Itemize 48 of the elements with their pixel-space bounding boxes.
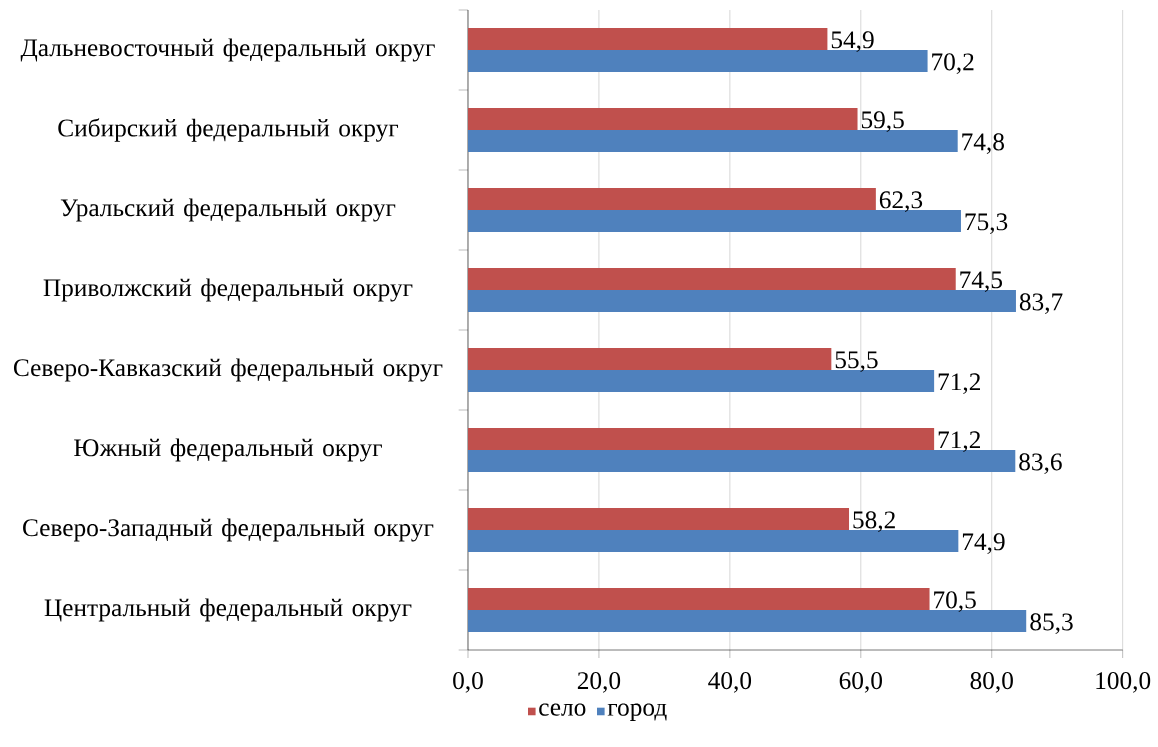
data-label: 74,8 bbox=[962, 133, 1004, 155]
bar bbox=[468, 290, 1016, 313]
data-label: 70,2 bbox=[932, 53, 974, 75]
y-tick-label: Северо-Западный федеральный округ bbox=[23, 518, 434, 542]
y-tick-label: Северо-Кавказский федеральный округ bbox=[13, 358, 443, 382]
legend-label: село bbox=[539, 703, 586, 716]
data-label: 74,5 bbox=[960, 271, 1002, 292]
y-tick-label: Уральский федеральный округ bbox=[60, 198, 396, 222]
x-tick-label: 0,0 bbox=[453, 672, 483, 693]
bar bbox=[468, 588, 930, 611]
y-tick-label: Приволжский федеральный округ bbox=[43, 278, 413, 302]
bar bbox=[468, 508, 850, 531]
data-label: 83,6 bbox=[1019, 453, 1062, 475]
legend-label: город bbox=[607, 703, 667, 721]
bar bbox=[468, 530, 959, 553]
data-label: 74,9 bbox=[962, 533, 1005, 554]
data-label: 75,3 bbox=[965, 213, 1008, 235]
data-label: 83,7 bbox=[1019, 293, 1063, 315]
bar bbox=[468, 108, 858, 131]
y-tick-label: Центральный федеральный округ bbox=[44, 598, 412, 622]
data-label: 71,2 bbox=[938, 373, 980, 394]
y-tick-label: Сибирский федеральный округ bbox=[58, 118, 399, 142]
bar bbox=[468, 450, 1016, 473]
x-tick-label: 80,0 bbox=[970, 672, 1013, 693]
y-tick-label: Дальневосточный федеральный округ bbox=[20, 38, 435, 62]
data-label: 59,5 bbox=[861, 111, 904, 133]
bar bbox=[468, 348, 832, 371]
data-label: 62,3 bbox=[879, 191, 923, 213]
bar bbox=[468, 268, 956, 291]
bar bbox=[468, 28, 828, 51]
bar bbox=[468, 370, 935, 393]
data-label: 58,2 bbox=[853, 511, 895, 533]
data-label: 85,3 bbox=[1030, 613, 1073, 635]
bar bbox=[468, 50, 928, 73]
bar bbox=[468, 428, 935, 451]
data-label: 70,5 bbox=[934, 591, 976, 613]
data-label: 71,2 bbox=[938, 431, 980, 453]
bar bbox=[468, 188, 876, 211]
bar bbox=[468, 610, 1027, 633]
data-label: 55,5 bbox=[835, 351, 878, 372]
bar bbox=[468, 130, 958, 153]
bar bbox=[468, 210, 961, 233]
x-tick-label: 40,0 bbox=[708, 672, 752, 693]
x-tick-label: 100,0 bbox=[1096, 672, 1151, 693]
x-tick-label: 20,0 bbox=[577, 672, 621, 693]
y-tick-label: Южный федеральный округ bbox=[74, 438, 382, 462]
data-label: 54,9 bbox=[831, 31, 874, 53]
x-tick-label: 60,0 bbox=[839, 672, 882, 693]
